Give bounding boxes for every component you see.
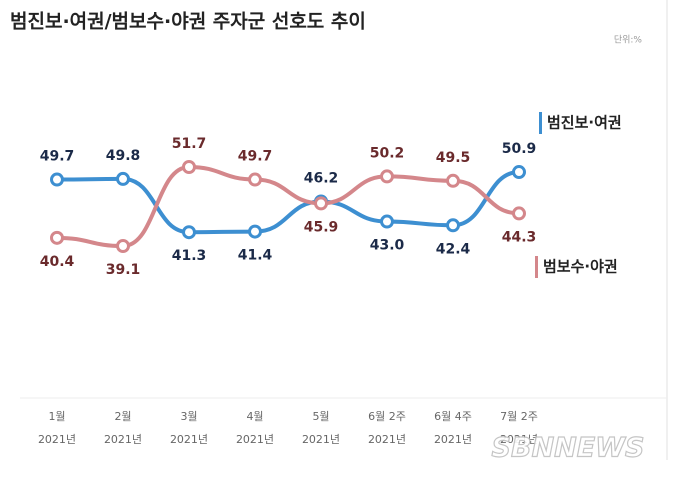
data-point [512,206,526,221]
data-label: 42.4 [436,241,471,257]
data-point [182,160,196,174]
x-tick-label: 1월 [48,410,65,423]
data-point [248,172,262,187]
data-point [182,225,196,240]
data-point [116,171,130,186]
series-line [55,164,521,249]
x-tick-sublabel: 2021년 [38,433,76,446]
data-label: 50.9 [502,141,537,157]
x-tick-label: 6월 4주 [434,410,472,423]
data-label: 51.7 [172,136,207,152]
x-tick-sublabel: 2021년 [368,433,406,446]
legend-label: 범보수·야권 [543,258,618,276]
x-tick-label: 7월 2주 [500,410,538,423]
data-label: 40.4 [40,254,75,270]
data-point [446,173,460,188]
x-tick-label: 5월 [312,410,329,423]
x-tick-sublabel: 2021년 [104,433,142,446]
data-label: 49.8 [106,148,141,164]
x-tick-sublabel: 2021년 [236,433,274,446]
data-point [380,169,394,184]
x-tick-sublabel: 2021년 [500,433,538,446]
data-label: 39.1 [106,262,141,278]
legend-label: 범진보·여권 [547,114,622,132]
data-label: 50.2 [370,145,405,161]
watermark: SBNNEWS [492,433,645,464]
x-tick-sublabel: 2021년 [434,433,472,446]
data-point [50,172,64,187]
data-point [446,218,460,233]
data-point [50,230,64,245]
x-tick-label: 6월 2주 [368,410,406,423]
data-label: 41.3 [172,248,207,264]
data-label: 44.3 [502,229,537,245]
data-label: 49.7 [40,149,75,165]
legend-swatch [539,112,542,134]
data-label: 49.5 [436,150,471,166]
data-label: 43.0 [370,238,405,254]
data-point [116,239,130,253]
data-point [248,224,262,239]
chart-title: 범진보·여권/범보수·야권 주자군 선호도 추이 [10,11,366,33]
data-point [380,214,394,229]
data-point [314,196,328,211]
data-label: 41.4 [238,248,273,264]
x-tick-label: 2월 [114,410,131,423]
data-point [512,165,526,180]
x-tick-label: 4월 [246,410,263,423]
data-label: 46.2 [304,170,339,186]
data-label: 49.7 [238,149,273,165]
x-tick-label: 3월 [180,410,197,423]
x-tick-sublabel: 2021년 [302,433,340,446]
unit-note: 단위:% [614,35,643,46]
data-label: 45.9 [304,219,339,235]
x-tick-sublabel: 2021년 [170,433,208,446]
legend-swatch [535,256,538,278]
